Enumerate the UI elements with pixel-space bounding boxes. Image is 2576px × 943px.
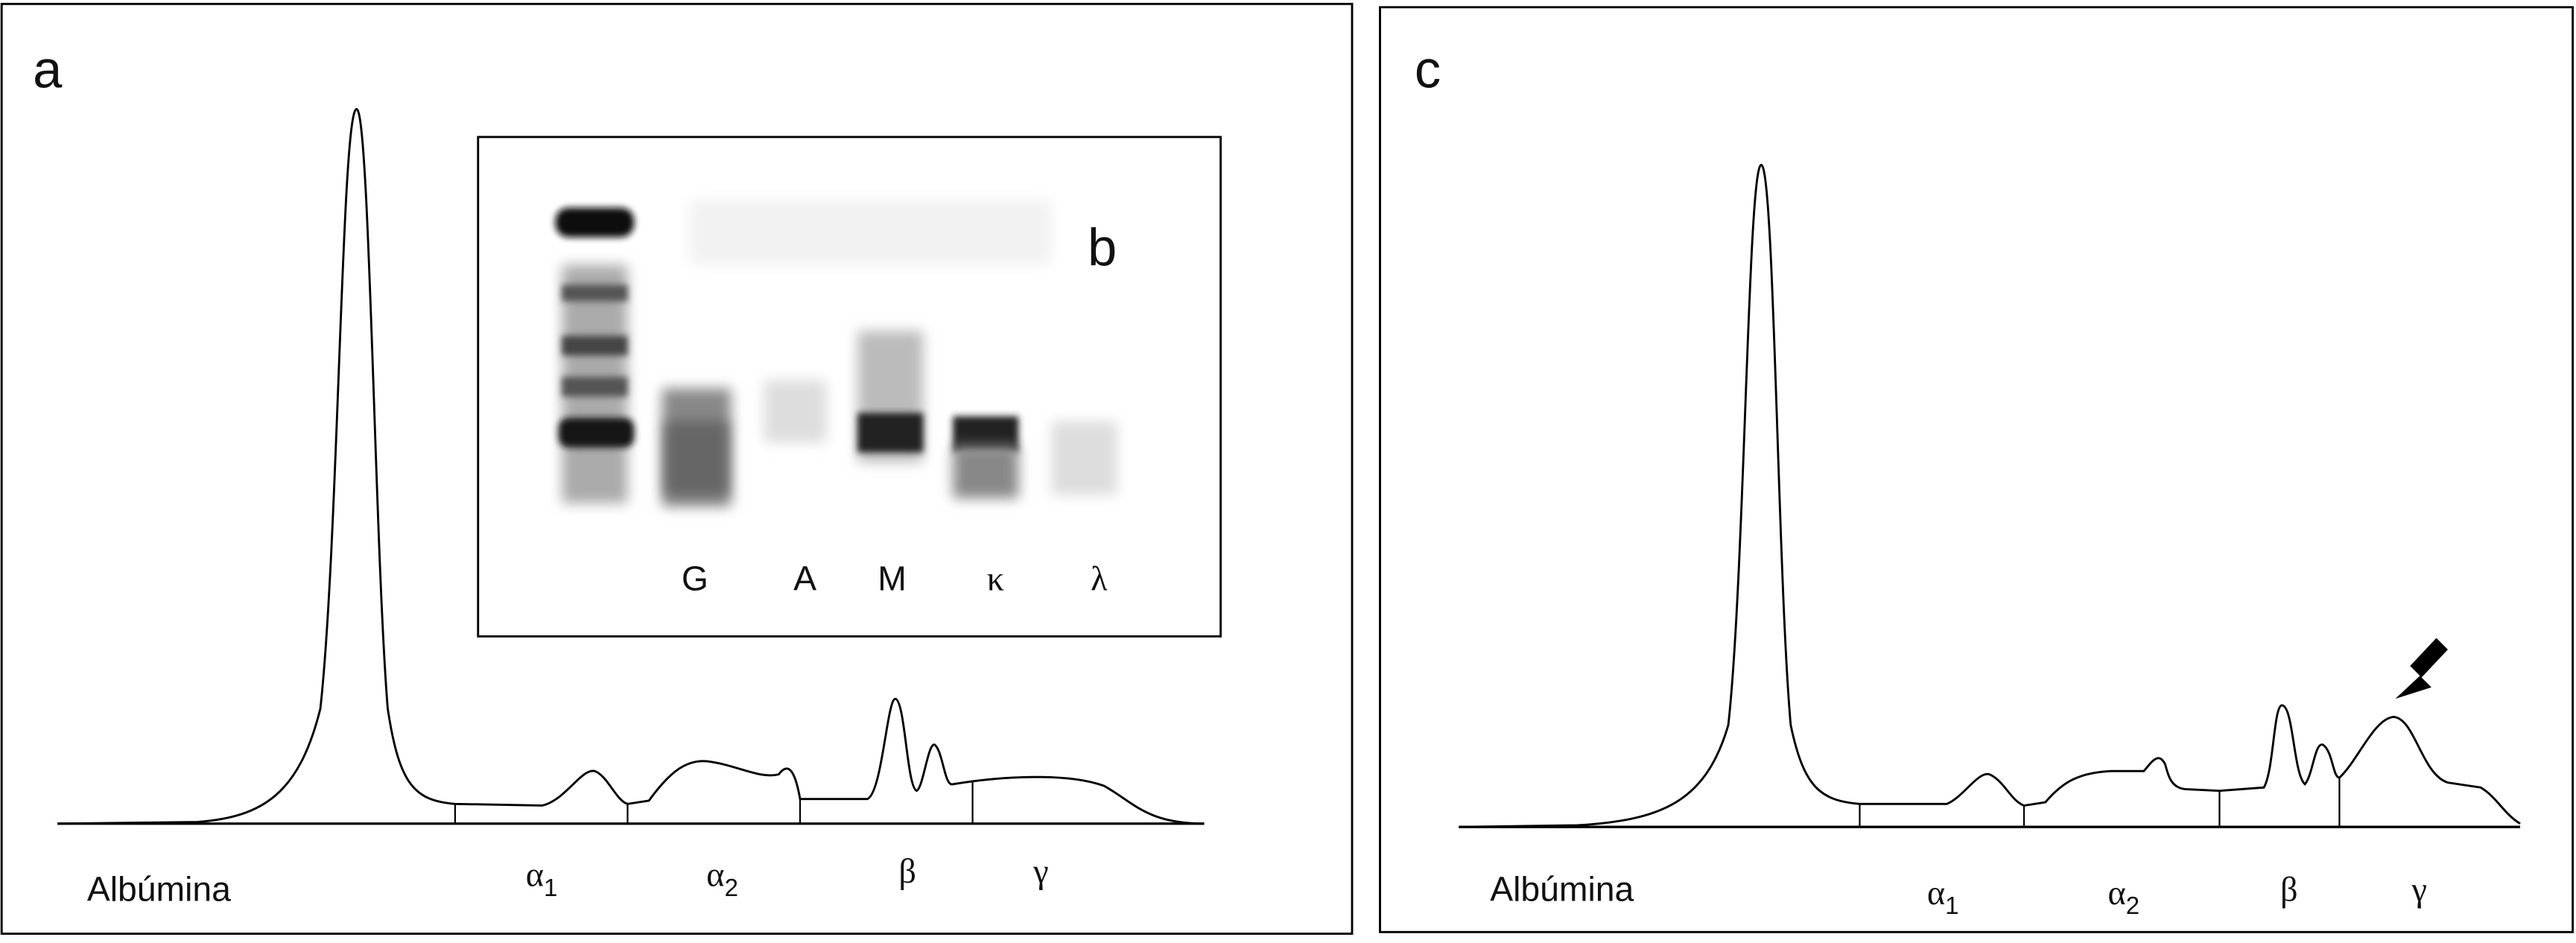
lane-label: A [793, 559, 816, 598]
gel-image [555, 199, 1117, 507]
fraction-label: β [898, 853, 916, 891]
albumin-label: Albúmina [1490, 869, 1634, 908]
ladder-band [562, 335, 628, 356]
lane-band [665, 421, 728, 495]
fraction-label: β [2280, 871, 2298, 909]
lane-band [764, 380, 827, 443]
fraction-symbol: α [706, 857, 724, 895]
fraction-symbol: α [2107, 874, 2125, 912]
albumin-label: Albúmina [87, 869, 231, 908]
fraction-subscript: 2 [725, 874, 738, 902]
ladder-band [562, 285, 628, 302]
lane-band [953, 445, 1019, 499]
fraction-label: γ [1032, 853, 1048, 891]
gel-shadow [690, 199, 1052, 265]
lane-label: M [878, 559, 907, 598]
fraction-label: α1 [1927, 874, 1959, 920]
fraction-label: α2 [706, 857, 738, 902]
panel-label: a [33, 40, 63, 99]
lane-band [857, 413, 924, 453]
fraction-label: γ [2411, 871, 2426, 909]
arrow [2395, 638, 2448, 699]
fraction-symbol: α [526, 857, 544, 895]
fraction-label: α1 [526, 857, 558, 902]
fraction-symbol: α [1927, 874, 1945, 912]
fraction-subscript: 2 [2126, 892, 2139, 920]
densitometry-curve [1459, 163, 2521, 828]
panel-label: c [1415, 40, 1441, 99]
densitometry-curve [57, 107, 1205, 825]
panel-frame [0, 2, 1354, 935]
fraction-label: α2 [2107, 874, 2139, 920]
ladder-band [558, 418, 635, 448]
ladder-band [555, 207, 635, 238]
lane-label: κ [987, 561, 1004, 599]
fraction-subscript: 1 [1945, 892, 1958, 920]
lane-label: G [682, 559, 708, 598]
lane-label: λ [1091, 561, 1108, 599]
ladder-band [562, 376, 628, 397]
inset-label: b [1088, 218, 1117, 276]
lane-band [1051, 421, 1117, 495]
fraction-subscript: 1 [544, 874, 557, 902]
panel-frame [1379, 6, 2575, 933]
